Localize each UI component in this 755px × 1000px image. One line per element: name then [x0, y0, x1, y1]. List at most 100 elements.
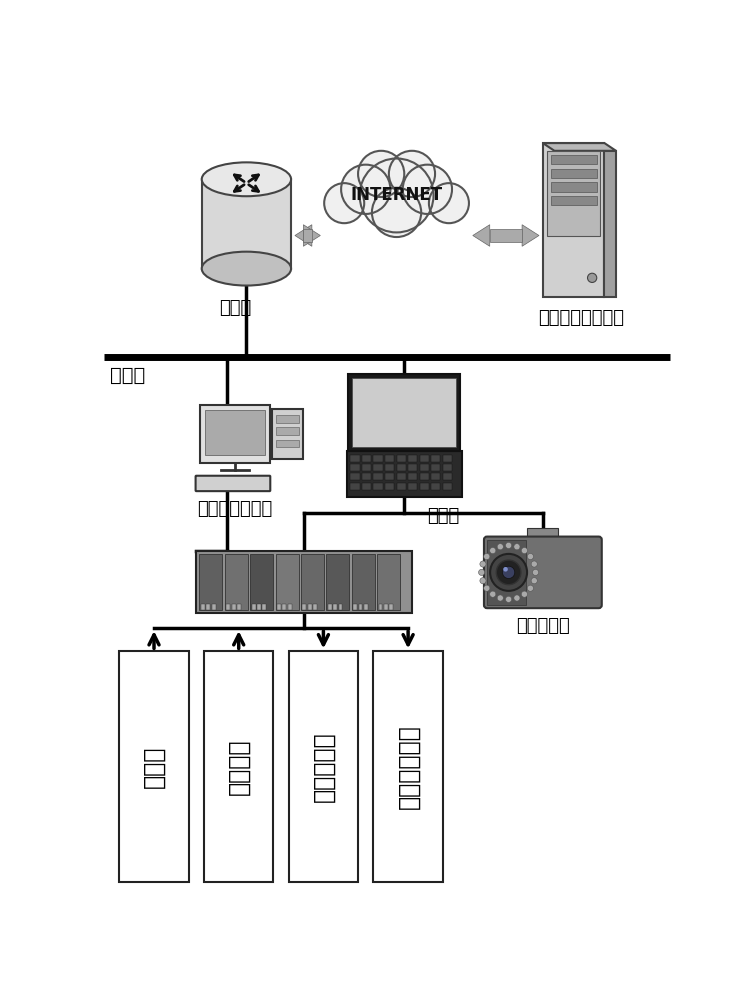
Polygon shape: [473, 225, 490, 246]
Circle shape: [506, 596, 512, 602]
FancyBboxPatch shape: [308, 604, 312, 610]
FancyBboxPatch shape: [350, 455, 359, 462]
Circle shape: [484, 585, 490, 591]
Circle shape: [514, 595, 520, 601]
FancyBboxPatch shape: [528, 528, 558, 540]
FancyBboxPatch shape: [201, 604, 205, 610]
Ellipse shape: [202, 162, 291, 196]
FancyBboxPatch shape: [350, 483, 359, 490]
FancyBboxPatch shape: [206, 604, 210, 610]
Text: 接近开关: 接近开关: [226, 739, 251, 795]
FancyBboxPatch shape: [550, 155, 596, 164]
Text: 路由器: 路由器: [219, 299, 251, 317]
FancyBboxPatch shape: [547, 151, 599, 235]
FancyBboxPatch shape: [353, 378, 456, 447]
Text: 交流伺服电机: 交流伺服电机: [396, 724, 420, 809]
Circle shape: [532, 569, 538, 575]
FancyBboxPatch shape: [350, 473, 359, 480]
FancyBboxPatch shape: [326, 554, 350, 610]
FancyBboxPatch shape: [272, 409, 303, 459]
FancyBboxPatch shape: [301, 554, 324, 610]
Circle shape: [532, 561, 538, 567]
Circle shape: [498, 544, 504, 550]
Text: 工控机: 工控机: [427, 507, 460, 525]
Circle shape: [484, 553, 490, 560]
FancyBboxPatch shape: [362, 483, 371, 490]
FancyBboxPatch shape: [385, 473, 394, 480]
Circle shape: [372, 188, 421, 237]
FancyBboxPatch shape: [420, 473, 429, 480]
FancyBboxPatch shape: [276, 554, 298, 610]
Circle shape: [502, 566, 515, 579]
FancyBboxPatch shape: [359, 604, 362, 610]
FancyBboxPatch shape: [347, 451, 462, 497]
Text: 电液伺服阀: 电液伺服阀: [311, 731, 335, 802]
FancyBboxPatch shape: [385, 483, 394, 490]
FancyBboxPatch shape: [263, 604, 267, 610]
Circle shape: [429, 183, 469, 223]
FancyBboxPatch shape: [251, 604, 255, 610]
Circle shape: [359, 158, 433, 232]
FancyBboxPatch shape: [211, 604, 216, 610]
FancyBboxPatch shape: [353, 604, 357, 610]
Circle shape: [498, 595, 504, 601]
FancyBboxPatch shape: [408, 483, 418, 490]
FancyBboxPatch shape: [303, 604, 307, 610]
FancyBboxPatch shape: [374, 483, 383, 490]
FancyBboxPatch shape: [200, 405, 270, 463]
FancyBboxPatch shape: [431, 473, 440, 480]
FancyBboxPatch shape: [385, 455, 394, 462]
Circle shape: [527, 585, 534, 591]
FancyBboxPatch shape: [352, 554, 374, 610]
Ellipse shape: [202, 252, 291, 286]
FancyBboxPatch shape: [431, 455, 440, 462]
FancyBboxPatch shape: [442, 473, 452, 480]
FancyBboxPatch shape: [396, 464, 405, 471]
FancyBboxPatch shape: [282, 604, 286, 610]
Circle shape: [490, 591, 496, 597]
Circle shape: [527, 553, 534, 560]
FancyBboxPatch shape: [390, 604, 393, 610]
FancyBboxPatch shape: [362, 473, 371, 480]
FancyBboxPatch shape: [205, 410, 265, 455]
FancyBboxPatch shape: [374, 455, 383, 462]
Polygon shape: [522, 225, 539, 246]
FancyBboxPatch shape: [350, 464, 359, 471]
Circle shape: [587, 273, 596, 282]
Text: 远程监控维护中心: 远程监控维护中心: [538, 309, 624, 327]
FancyBboxPatch shape: [605, 151, 616, 297]
Circle shape: [522, 547, 528, 554]
Circle shape: [324, 183, 364, 223]
Circle shape: [358, 151, 404, 197]
Circle shape: [341, 165, 390, 214]
FancyBboxPatch shape: [550, 182, 596, 192]
Circle shape: [506, 542, 512, 549]
FancyBboxPatch shape: [484, 537, 602, 608]
FancyBboxPatch shape: [487, 540, 525, 605]
FancyBboxPatch shape: [333, 604, 337, 610]
FancyBboxPatch shape: [313, 604, 317, 610]
FancyBboxPatch shape: [276, 440, 299, 447]
Circle shape: [496, 560, 521, 585]
FancyBboxPatch shape: [550, 169, 596, 178]
FancyBboxPatch shape: [408, 455, 418, 462]
FancyBboxPatch shape: [374, 464, 383, 471]
Circle shape: [480, 578, 486, 584]
Text: 局域网: 局域网: [110, 366, 146, 385]
FancyBboxPatch shape: [288, 604, 291, 610]
FancyBboxPatch shape: [226, 604, 230, 610]
Circle shape: [490, 547, 496, 554]
Circle shape: [490, 554, 527, 591]
FancyBboxPatch shape: [442, 455, 452, 462]
FancyBboxPatch shape: [396, 483, 405, 490]
FancyBboxPatch shape: [543, 143, 605, 297]
FancyBboxPatch shape: [385, 464, 394, 471]
FancyBboxPatch shape: [420, 464, 429, 471]
FancyBboxPatch shape: [408, 473, 418, 480]
FancyBboxPatch shape: [288, 651, 358, 882]
FancyBboxPatch shape: [225, 554, 248, 610]
FancyBboxPatch shape: [349, 374, 460, 451]
Circle shape: [532, 578, 538, 584]
FancyBboxPatch shape: [196, 476, 270, 491]
Polygon shape: [543, 143, 616, 151]
